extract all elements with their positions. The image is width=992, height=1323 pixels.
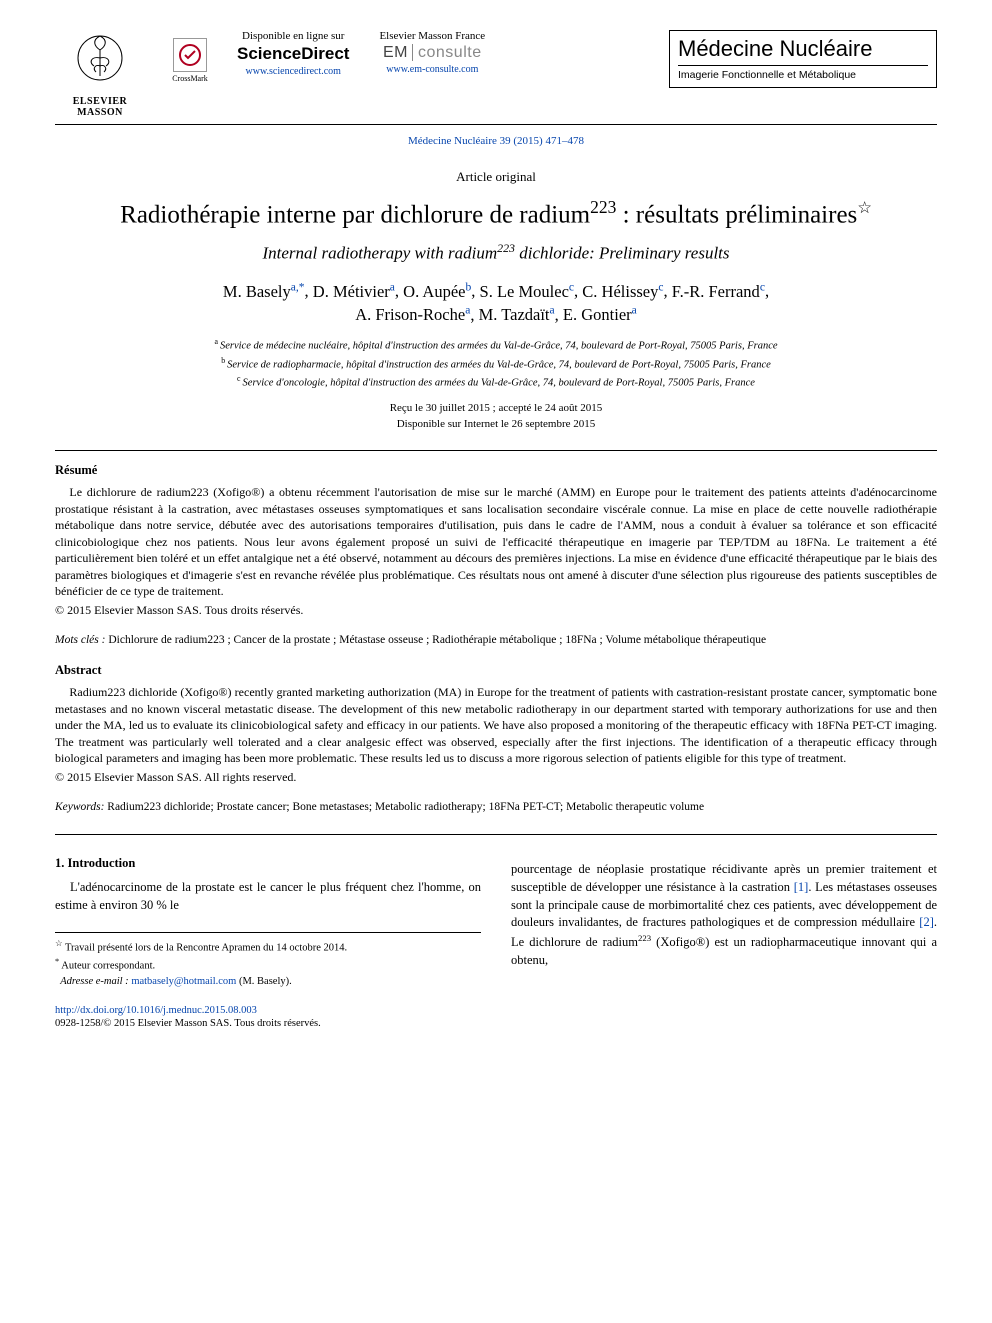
citation-line: Médecine Nucléaire 39 (2015) 471–478 [55, 135, 937, 147]
kw-label-fr: Mots clés : [55, 634, 105, 646]
abstract-copyright: © 2015 Elsevier Masson SAS. All rights r… [55, 770, 937, 785]
email-link[interactable]: matbasely@hotmail.com [131, 976, 236, 987]
intro-para-left: L'adénocarcinome de la prostate est le c… [55, 879, 481, 915]
resume-copyright: © 2015 Elsevier Masson SAS. Tous droits … [55, 603, 937, 618]
title-fr-a: Radiothérapie interne par dichlorure de … [120, 201, 590, 228]
rule-top [55, 450, 937, 451]
author: S. Le Moulecc [480, 282, 575, 301]
author: A. Frison-Rochea [355, 305, 470, 324]
footnotes: ☆ Travail présenté lors de la Rencontre … [55, 932, 481, 989]
author-aff-link[interactable]: a [632, 305, 637, 317]
title-french: Radiothérapie interne par dichlorure de … [55, 197, 937, 231]
emconsulte-link[interactable]: www.em-consulte.com [386, 64, 478, 75]
avail-heading-1: Disponible en ligne sur [237, 30, 349, 42]
doi-line: http://dx.doi.org/10.1016/j.mednuc.2015.… [55, 1005, 937, 1016]
column-left: 1. Introduction L'adénocarcinome de la p… [55, 855, 481, 989]
journal-subtitle: Imagerie Fonctionnelle et Métabolique [678, 65, 928, 81]
header-row: ELSEVIER MASSON CrossMark Disponible en … [55, 30, 937, 125]
author: D. Métiviera [313, 282, 395, 301]
abstract-body: Radium223 dichloride (Xofigo®) recently … [55, 684, 937, 767]
history-dates: Reçu le 30 juillet 2015 ; accepté le 24 … [55, 401, 937, 432]
author-aff-link[interactable]: c [760, 281, 765, 293]
author: C. Hélisseyc [582, 282, 663, 301]
em-part-b: consulte [412, 44, 482, 61]
sciencedirect-brand: ScienceDirect [237, 44, 349, 64]
affiliations: aService de médecine nucléaire, hôpital … [55, 336, 937, 391]
resume-keywords: Mots clés : Dichlorure de radium223 ; Ca… [55, 632, 937, 649]
author-aff-link[interactable]: c [569, 281, 574, 293]
issn-line: 0928-1258/© 2015 Elsevier Masson SAS. To… [55, 1018, 937, 1029]
author-aff-link[interactable]: a,* [291, 281, 305, 293]
article-type: Article original [55, 169, 937, 185]
footnote-corr: * Auteur correspondant. [55, 956, 481, 974]
footnote-email: Adresse e-mail : matbasely@hotmail.com (… [55, 974, 481, 989]
title-english: Internal radiotherapy with radium223 dic… [55, 241, 937, 264]
author-aff-link[interactable]: c [658, 281, 663, 293]
resume-heading: Résumé [55, 463, 937, 478]
em-part-a: EM [383, 44, 408, 61]
author-aff-link[interactable]: a [390, 281, 395, 293]
title-en-a: Internal radiotherapy with radium [262, 243, 497, 262]
crossmark-block[interactable]: CrossMark [165, 38, 215, 83]
footnote-star: ☆ Travail présenté lors de la Rencontre … [55, 938, 481, 956]
author-aff-link[interactable]: a [550, 305, 555, 317]
emconsulte-block: Elsevier Masson France EMconsulte www.em… [371, 30, 493, 75]
crossmark-icon [173, 38, 207, 72]
title-fr-sup: 223 [590, 197, 616, 217]
author: M. Baselya,* [223, 282, 305, 301]
ref-2-link[interactable]: [2] [919, 915, 934, 929]
citation-link[interactable]: Médecine Nucléaire 39 (2015) 471–478 [408, 135, 584, 147]
avail-heading-2: Elsevier Masson France [379, 30, 485, 42]
affiliation-a: aService de médecine nucléaire, hôpital … [55, 336, 937, 354]
kw-label-en: Keywords: [55, 801, 104, 813]
abstract-heading: Abstract [55, 663, 937, 678]
affiliation-c: cService d'oncologie, hôpital d'instruct… [55, 373, 937, 391]
kw-list-en: Radium223 dichloride; Prostate cancer; B… [107, 801, 704, 813]
available-online: Disponible sur Internet le 26 septembre … [55, 417, 937, 432]
author: O. Aupéeb [403, 282, 471, 301]
publisher-name: ELSEVIER MASSON [55, 96, 145, 118]
affiliation-b: bService de radiopharmacie, hôpital d'in… [55, 355, 937, 373]
author: F.-R. Ferrandc [672, 282, 765, 301]
abstract-keywords: Keywords: Radium223 dichloride; Prostate… [55, 799, 937, 816]
author: E. Gontiera [563, 305, 637, 324]
title-fr-b: : résultats préliminaires [616, 201, 857, 228]
intro-heading: 1. Introduction [55, 855, 481, 873]
journal-name: Médecine Nucléaire [678, 37, 928, 61]
intro-para-right: pourcentage de néoplasie prostatique réc… [511, 861, 937, 970]
author: M. Tazdaïta [479, 305, 555, 324]
crossmark-label: CrossMark [172, 74, 208, 83]
publisher-logo: ELSEVIER MASSON [55, 30, 145, 118]
body-columns: 1. Introduction L'adénocarcinome de la p… [55, 855, 937, 989]
received-accepted: Reçu le 30 juillet 2015 ; accepté le 24 … [55, 401, 937, 416]
column-right: pourcentage de néoplasie prostatique réc… [511, 855, 937, 989]
journal-box: Médecine Nucléaire Imagerie Fonctionnell… [669, 30, 937, 88]
title-en-b: dichloride: Preliminary results [515, 243, 730, 262]
ref-1-link[interactable]: [1] [794, 880, 809, 894]
sciencedirect-link[interactable]: www.sciencedirect.com [246, 66, 341, 77]
title-footnote-star-icon: ☆ [857, 199, 872, 217]
doi-link[interactable]: http://dx.doi.org/10.1016/j.mednuc.2015.… [55, 1005, 257, 1016]
title-en-sup: 223 [497, 241, 515, 255]
elsevier-tree-icon [72, 30, 128, 94]
rule-bottom [55, 834, 937, 835]
resume-block: Résumé Le dichlorure de radium223 (Xofig… [55, 463, 937, 649]
sciencedirect-block: Disponible en ligne sur ScienceDirect ww… [229, 30, 357, 77]
emconsulte-brand: EMconsulte [379, 44, 485, 62]
kw-list-fr: Dichlorure de radium223 ; Cancer de la p… [108, 634, 766, 646]
author-aff-link[interactable]: b [466, 281, 472, 293]
resume-body: Le dichlorure de radium223 (Xofigo®) a o… [55, 484, 937, 600]
abstract-block: Abstract Radium223 dichloride (Xofigo®) … [55, 663, 937, 816]
star-icon: ☆ [55, 939, 63, 948]
author-aff-link[interactable]: a [465, 305, 470, 317]
authors-list: M. Baselya,*, D. Métiviera, O. Aupéeb, S… [55, 279, 937, 326]
